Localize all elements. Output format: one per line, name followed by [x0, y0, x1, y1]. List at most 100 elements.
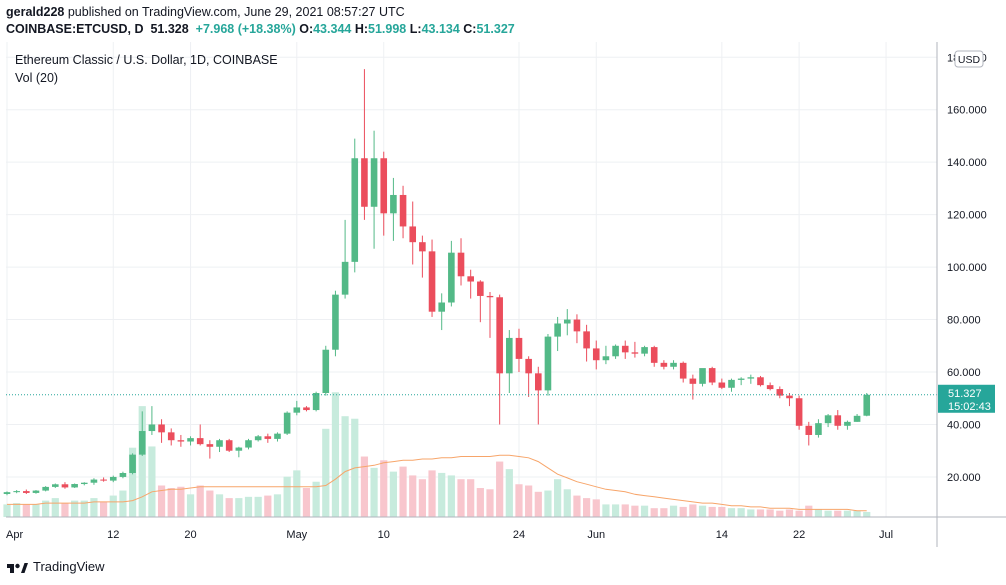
- time-tick-label: 20: [184, 529, 196, 541]
- candle-body: [786, 395, 793, 399]
- candle-body: [853, 415, 861, 422]
- price-axis[interactable]: 20.000 40.000 60.000 80.000 100.000 120.000 14…: [947, 52, 987, 484]
- price-tick-label: 80.000: [947, 315, 981, 327]
- candle-body: [312, 393, 320, 411]
- volume-bar: [235, 498, 243, 517]
- price-chart[interactable]: 20.000 40.000 60.000 80.000 100.000 120.000 14…: [0, 42, 1006, 554]
- candle-body: [525, 358, 532, 374]
- publisher-name[interactable]: gerald228: [6, 5, 65, 19]
- volume-bar: [370, 467, 378, 517]
- candle-body: [3, 492, 11, 494]
- candle-body: [592, 348, 600, 361]
- volume-bar: [331, 392, 340, 517]
- price-tick-label: 20.000: [947, 472, 981, 484]
- time-tick-label: 14: [716, 529, 728, 541]
- price-change: +7.968 (+18.38%): [195, 22, 296, 36]
- volume-bar: [206, 490, 214, 517]
- volume-bar: [61, 503, 69, 517]
- candle-body: [554, 323, 561, 337]
- volume-bar: [573, 495, 581, 517]
- volume-bar: [186, 494, 195, 517]
- volume-bar: [409, 475, 417, 517]
- volume-bar: [428, 470, 436, 517]
- open-label: O:: [299, 22, 314, 36]
- volume-bar: [177, 486, 185, 517]
- candle-body: [583, 331, 590, 349]
- volume-ma-line: [7, 454, 867, 512]
- volume-bar: [756, 509, 765, 517]
- candle-body: [496, 297, 503, 374]
- candle-body: [293, 407, 301, 413]
- low-label: L:: [409, 22, 422, 36]
- volume-bar: [148, 446, 156, 517]
- price-tick-label: 140.000: [947, 157, 987, 169]
- candle-body: [699, 368, 706, 384]
- volume-bar: [322, 428, 330, 517]
- volume-bar: [785, 509, 794, 517]
- volume-bar: [611, 504, 620, 517]
- time-tick-label: 12: [107, 529, 119, 541]
- volume-bar: [399, 466, 407, 517]
- volume-bar: [457, 479, 465, 517]
- grid-lines: [6, 42, 937, 517]
- publish-info: gerald228 published on TradingView.com, …: [6, 5, 405, 19]
- time-tick-label: 24: [513, 529, 525, 541]
- volume-bar: [312, 481, 320, 517]
- candle-body: [322, 349, 330, 394]
- volume-bar: [602, 504, 610, 517]
- candle-body: [573, 319, 581, 332]
- high-value: 51.998: [368, 22, 407, 36]
- volume-bar: [554, 479, 562, 517]
- volume-bar: [42, 500, 50, 517]
- candle-body: [274, 433, 281, 439]
- volume-legend: Vol (20): [15, 71, 58, 85]
- candle-body: [776, 389, 784, 396]
- volume-bar: [360, 456, 369, 517]
- volume-bar: [592, 499, 600, 517]
- candle-body: [61, 484, 69, 488]
- candle-body: [737, 378, 745, 380]
- volume-bar: [863, 511, 871, 517]
- tradingview-footer[interactable]: TradingView: [6, 559, 105, 574]
- candle-body: [535, 373, 542, 391]
- chart-legend-title: Ethereum Classic / U.S. Dollar, 1D, COIN…: [15, 53, 278, 67]
- candle-body: [844, 421, 851, 426]
- volume-bar: [273, 494, 282, 517]
- candle-body: [71, 484, 78, 488]
- candle-body: [283, 412, 291, 434]
- currency-badge[interactable]: USD: [954, 50, 984, 68]
- price-tick-label: 120.000: [947, 210, 987, 222]
- candle-body: [264, 436, 272, 439]
- tradingview-brand: TradingView: [33, 559, 105, 574]
- volume-bar: [476, 488, 484, 517]
- volume-bar: [225, 498, 233, 517]
- candle-body: [332, 294, 339, 350]
- candle-body: [100, 479, 107, 481]
- candle-body: [254, 436, 262, 441]
- volume-bar: [853, 510, 861, 517]
- candle-body: [544, 336, 552, 391]
- close-value: 51.327: [476, 22, 515, 36]
- candle-body: [109, 476, 117, 481]
- volume-bar: [157, 485, 166, 517]
- candle-body: [370, 158, 378, 207]
- close-label: C:: [463, 22, 477, 36]
- time-axis[interactable]: Apr 12 20 May 10 24 Jun 14 22 Jul: [6, 529, 893, 541]
- volume-bar: [669, 505, 678, 517]
- candle-body: [399, 194, 407, 227]
- volume-bar: [215, 494, 224, 517]
- time-tick-label: Apr: [6, 529, 23, 541]
- candle-body: [23, 491, 30, 493]
- volume-bar: [650, 508, 658, 517]
- candle-body: [225, 440, 233, 451]
- volume-bar: [90, 498, 98, 517]
- candle-body: [177, 440, 185, 442]
- candle-body: [650, 347, 658, 363]
- candle-body: [834, 415, 842, 426]
- last-price-value: 51.327: [948, 388, 982, 400]
- volume-bar: [563, 489, 571, 517]
- volume-bar: [689, 504, 697, 517]
- volume-bar: [544, 490, 552, 517]
- candle-body: [351, 158, 359, 262]
- last-price-tag: 51.327 15:02:43: [938, 384, 995, 413]
